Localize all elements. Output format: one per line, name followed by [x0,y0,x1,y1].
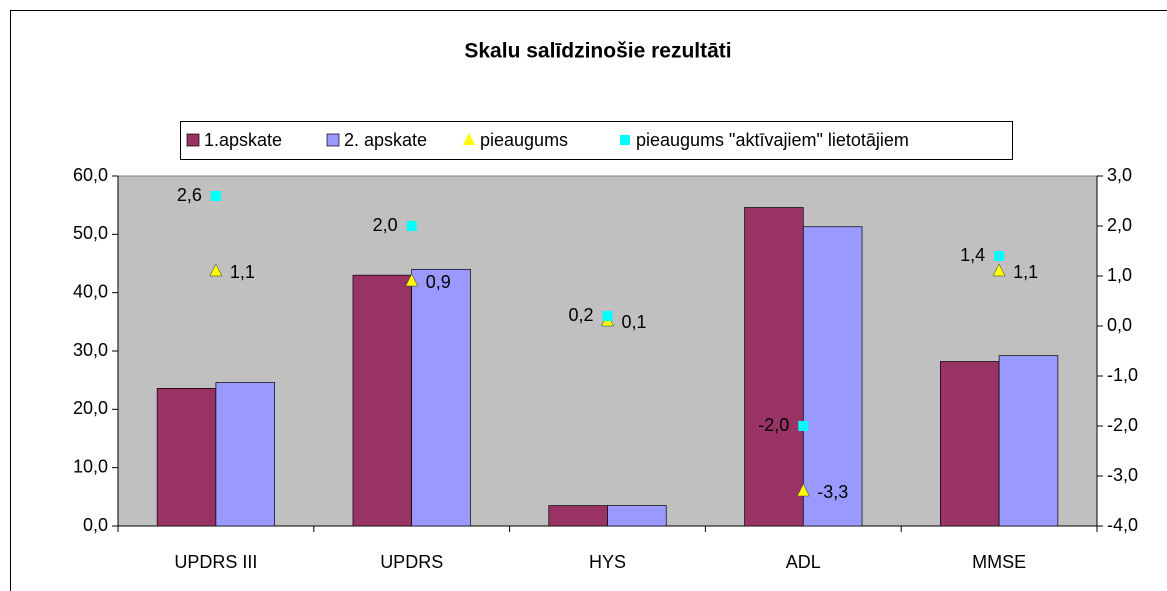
legend-swatch [326,133,340,147]
bar [940,361,1000,527]
x-tick-label: HYS [589,552,626,572]
y2-tick-label: -3,0 [1107,465,1138,485]
y-tick-label: 20,0 [73,398,108,418]
y-tick-label: 50,0 [73,223,108,243]
legend-swatch [620,135,630,145]
x-tick-label: UPDRS III [174,552,257,572]
square-marker [406,221,417,231]
data-label: 0,9 [426,272,451,292]
bar [215,382,275,527]
bar [156,387,217,527]
legend-swatch [186,133,200,147]
x-tick-label: ADL [786,552,821,572]
y2-tick-label: 3,0 [1107,165,1132,185]
legend-label: pieaugums "aktīvajiem" lietotājiem [636,130,909,150]
chart-title: Skalu salīdzinošie rezultāti [464,40,731,63]
y2-tick-label: 0,0 [1107,315,1132,335]
bar [607,505,667,527]
square-marker [798,421,809,431]
y-tick-label: 60,0 [73,165,108,185]
bar [352,274,413,527]
y-tick-label: 40,0 [73,281,108,301]
data-label: 2,6 [177,185,202,205]
bar [411,268,471,527]
y2-tick-label: 1,0 [1107,265,1132,285]
square-marker [994,251,1005,261]
triangle-marker [992,263,1006,277]
data-label: 1,1 [230,262,255,282]
square-marker [602,311,613,321]
square-marker [210,191,221,201]
triangle-marker [209,263,223,277]
y2-tick-label: -4,0 [1107,515,1138,535]
y-tick-label: 10,0 [73,456,108,476]
data-label: -3,3 [817,482,848,502]
legend-label: 1.apskate [204,130,282,150]
legend-box [180,121,1013,160]
data-label: 1,4 [960,245,985,265]
data-label: 0,2 [568,305,593,325]
triangle-marker [405,273,419,287]
y-tick-label: 30,0 [73,340,108,360]
y2-tick-label: 2,0 [1107,215,1132,235]
data-label: -2,0 [758,415,789,435]
x-tick-label: MMSE [972,552,1026,572]
bar [548,505,608,527]
x-tick-label: UPDRS [380,552,443,572]
data-label: 0,1 [622,312,647,332]
y-tick-label: 0,0 [83,515,108,535]
triangle-marker [796,483,810,497]
y2-tick-label: -2,0 [1107,415,1138,435]
y2-tick-label: -1,0 [1107,365,1138,385]
legend-label: 2. apskate [344,130,427,150]
bar [998,355,1059,527]
data-label: 2,0 [373,215,398,235]
data-label: 1,1 [1013,262,1038,282]
bar [802,226,863,527]
legend-swatch [463,133,475,145]
bar [744,207,804,527]
legend-label: pieaugums [480,130,568,150]
